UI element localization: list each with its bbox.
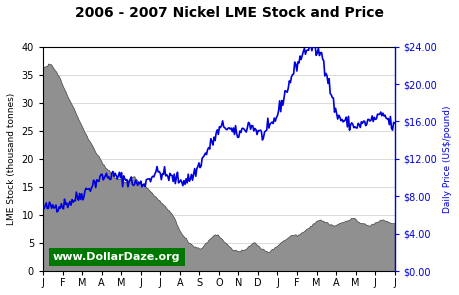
Y-axis label: LME Stock (thousand tonnes): LME Stock (thousand tonnes) [7,93,16,225]
Text: www.DollarDaze.org: www.DollarDaze.org [53,252,180,262]
Y-axis label: Daily Price (US$/pound): Daily Price (US$/pound) [443,105,452,213]
Text: 2006 - 2007 Nickel LME Stock and Price: 2006 - 2007 Nickel LME Stock and Price [75,6,384,20]
